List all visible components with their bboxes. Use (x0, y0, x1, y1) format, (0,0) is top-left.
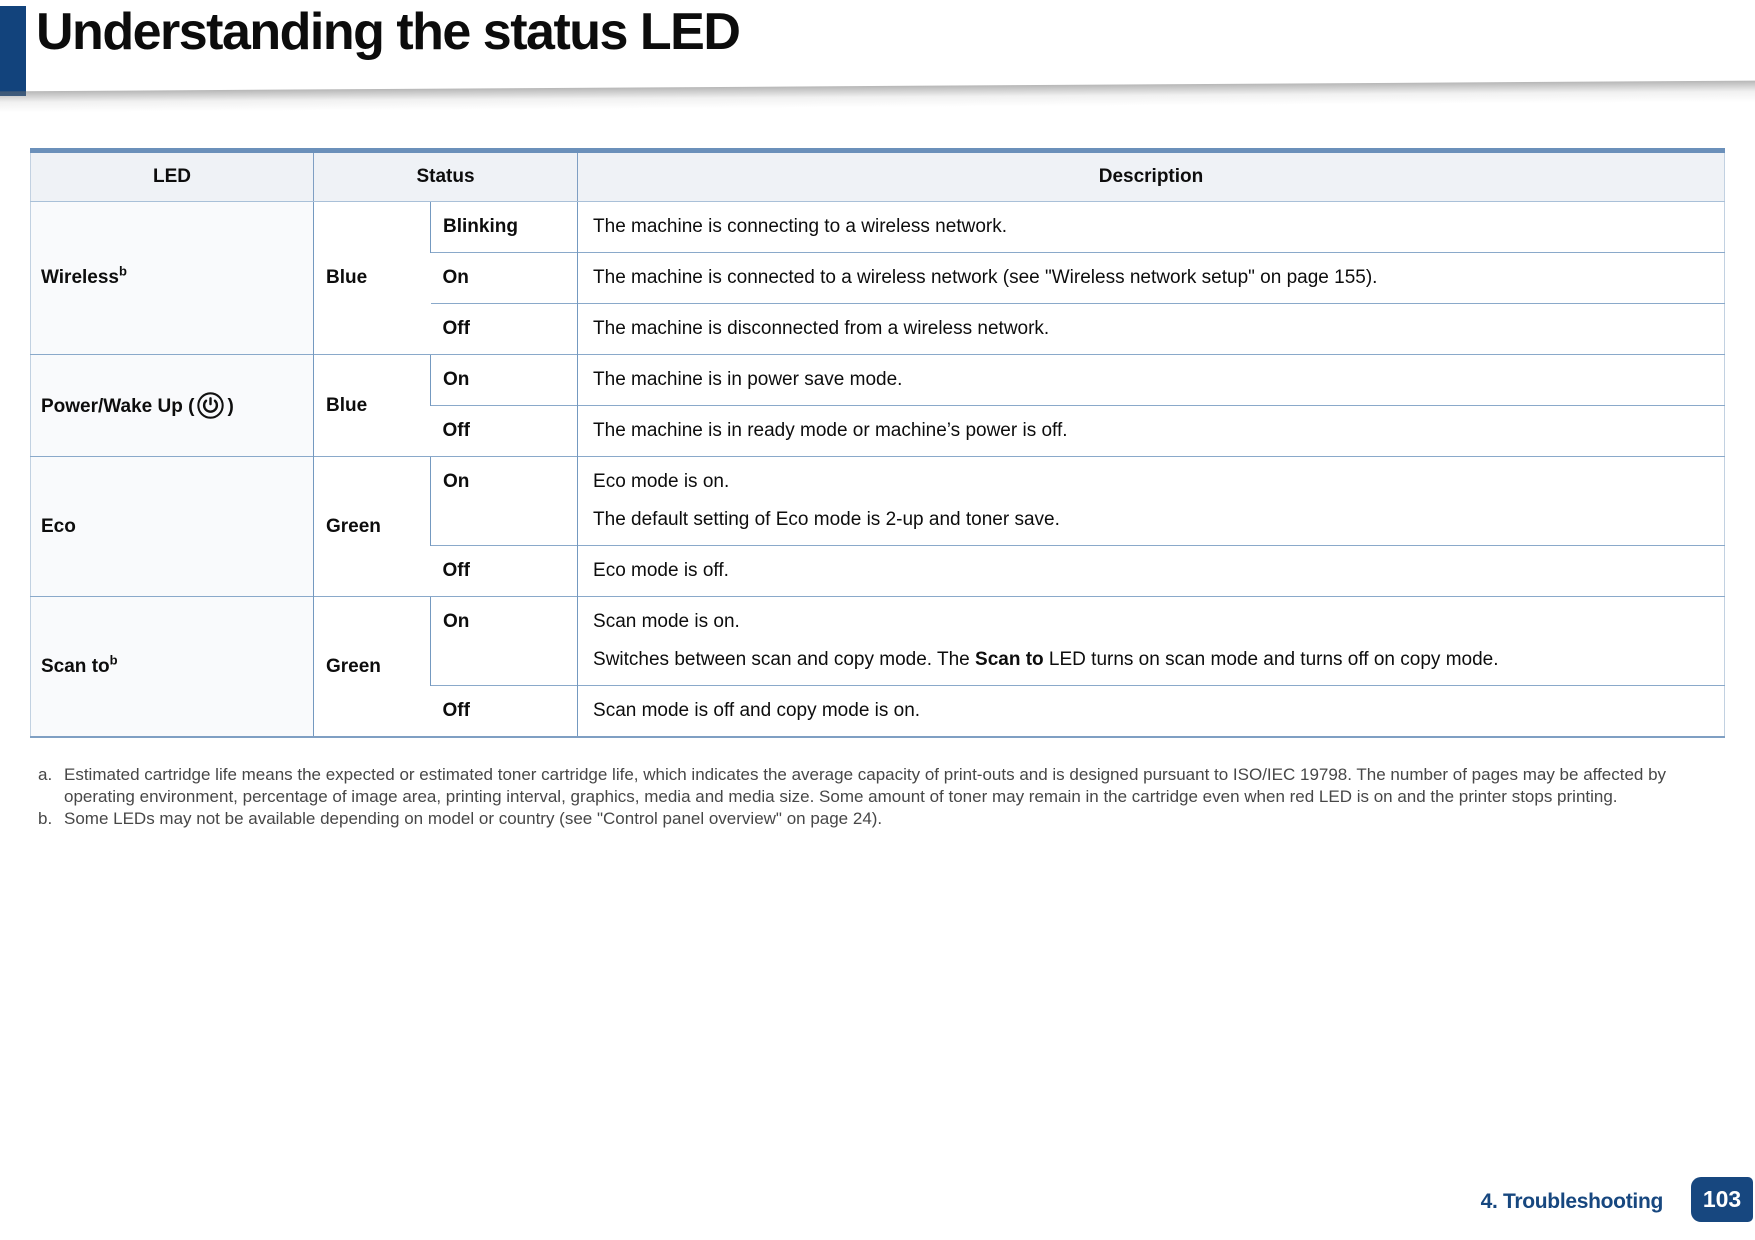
state-cell: Off (430, 303, 578, 355)
footnote-text: Estimated cartridge life means the expec… (64, 765, 1667, 806)
description-cell: The machine is disconnected from a wirel… (577, 303, 1725, 355)
table-row: Off The machine is disconnected from a w… (31, 303, 1725, 355)
description-cell: Scan mode is on. Switches between scan a… (577, 596, 1725, 686)
footnote-marker: a. (38, 765, 53, 784)
description-line: The default setting of Eco mode is 2-up … (593, 509, 1060, 530)
footnote-superscript: b (119, 263, 127, 279)
footnote-text: Some LEDs may not be available depending… (64, 809, 883, 828)
table-row: Eco Green On Eco mode is on. The default… (30, 456, 1725, 597)
footnote-superscript: b (109, 652, 118, 668)
state-cell: Off (430, 685, 578, 737)
description-cell: The machine is connecting to a wireless … (577, 201, 1725, 253)
chapter-label: 4. Troubleshooting (1480, 1190, 1664, 1213)
column-header-status: Status (312, 150, 578, 202)
description-cell: The machine is in ready mode or machine’… (577, 405, 1725, 457)
state-cell: On (430, 252, 578, 304)
led-cell-power-wake-up: Power/Wake Up () (30, 354, 314, 457)
led-cell-scan-to: Scan tob (30, 596, 314, 737)
state-cell: On (429, 456, 578, 546)
led-label: Power/Wake Up ( (41, 396, 195, 417)
table-row: Wirelessb Blue Blinking The machine is c… (30, 201, 1725, 355)
page-number-badge: 103 (1691, 1177, 1753, 1222)
page-title: Understanding the status LED (36, 3, 741, 61)
table-row: Scan tob Green On Scan mode is on. Switc… (30, 596, 1725, 737)
led-label: Scan to (41, 655, 110, 677)
state-cell: Off (430, 405, 578, 457)
description-segment: LED turns on scan mode and turns off on … (1043, 649, 1499, 670)
state-cell: On (429, 354, 578, 406)
state-cell: Off (430, 545, 578, 597)
column-header-description: Description (577, 150, 1725, 202)
footnote-marker: b. (38, 809, 53, 828)
description-cell: Eco mode is on. The default setting of E… (577, 456, 1725, 546)
table-row: Off Scan mode is off and copy mode is on… (31, 685, 1725, 737)
table-row: Off The machine is in ready mode or mach… (31, 405, 1725, 457)
state-cell: Blinking (429, 201, 578, 253)
description-bold-segment: Scan to (975, 649, 1044, 670)
column-header-led: LED (30, 150, 314, 202)
led-label-suffix: ) (227, 396, 234, 417)
description-cell: Scan mode is off and copy mode is on. (577, 685, 1725, 737)
title-shadow-band (0, 80, 1755, 118)
description-segment: Switches between scan and copy mode. The (593, 649, 976, 670)
description-cell: The machine is in power save mode. (577, 354, 1725, 406)
led-label: Wireless (41, 267, 119, 288)
footnote-b: b. Some LEDs may not be available depend… (38, 808, 1730, 830)
table-header-row: LED Status Description (30, 150, 1725, 202)
status-color-cell: Green (313, 456, 431, 597)
table-row: On The machine is connected to a wireles… (31, 252, 1725, 304)
status-color-cell: Green (313, 596, 431, 737)
power-icon (197, 392, 225, 419)
status-color-cell: Blue (313, 201, 431, 355)
description-cell: Eco mode is off. (577, 545, 1725, 597)
led-cell-wireless: Wirelessb (30, 201, 314, 355)
description-line: Scan mode is on. (593, 611, 740, 632)
description-line: Eco mode is on. (593, 471, 730, 492)
footnotes-section: a. Estimated cartridge life means the ex… (38, 764, 1730, 830)
title-accent-bar (0, 6, 26, 96)
state-cell: On (429, 596, 578, 686)
status-color-cell: Blue (313, 354, 431, 457)
table-row: Off Eco mode is off. (31, 545, 1725, 597)
status-led-table: LED Status Description Wirelessb Blue Bl… (30, 148, 1725, 738)
table-row: Power/Wake Up () Blue On The machine is … (30, 354, 1725, 457)
description-cell: The machine is connected to a wireless n… (577, 252, 1725, 304)
footnote-a: a. Estimated cartridge life means the ex… (38, 764, 1730, 808)
led-cell-eco: Eco (30, 456, 314, 597)
description-line: Switches between scan and copy mode. The… (593, 648, 1714, 672)
